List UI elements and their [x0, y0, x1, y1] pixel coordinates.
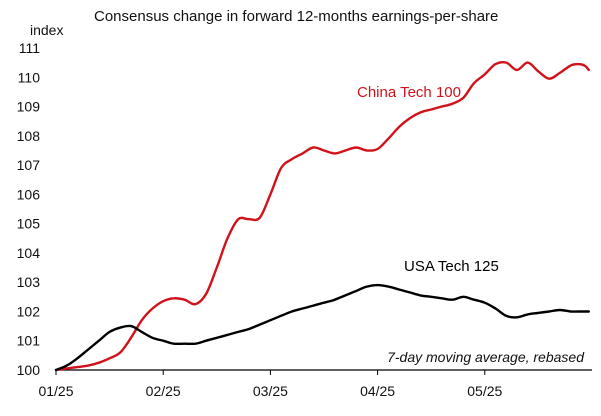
y-tick-label: 105	[17, 216, 41, 232]
y-tick-label: 109	[17, 99, 41, 115]
chart-title: Consensus change in forward 12-months ea…	[94, 8, 499, 25]
series-label-china-tech-100: China Tech 100	[357, 84, 461, 101]
y-tick-label: 106	[17, 186, 41, 202]
y-tick-label: 110	[18, 69, 41, 85]
x-tick-label: 02/25	[146, 383, 181, 399]
y-axis-label: index	[30, 22, 64, 38]
x-tick-label: 03/25	[253, 383, 288, 399]
x-tick-label: 04/25	[360, 383, 395, 399]
y-tick-label: 107	[17, 157, 41, 173]
x-tick-label: 01/25	[38, 383, 73, 399]
y-tick-label: 100	[17, 362, 41, 378]
series-line-china-tech-100	[54, 60, 590, 372]
y-tick-label: 103	[17, 274, 41, 290]
x-tick-label: 05/25	[467, 383, 502, 399]
y-tick-label: 111	[19, 40, 40, 56]
y-tick-label: 101	[17, 333, 41, 349]
series-line-usa-tech-125	[54, 283, 590, 372]
y-tick-label: 108	[17, 128, 41, 144]
y-tick-label: 102	[17, 303, 41, 319]
series-label-usa-tech-125: USA Tech 125	[404, 258, 499, 275]
y-tick-label: 104	[17, 245, 41, 261]
chart-annotation: 7-day moving average, rebased	[387, 349, 585, 365]
